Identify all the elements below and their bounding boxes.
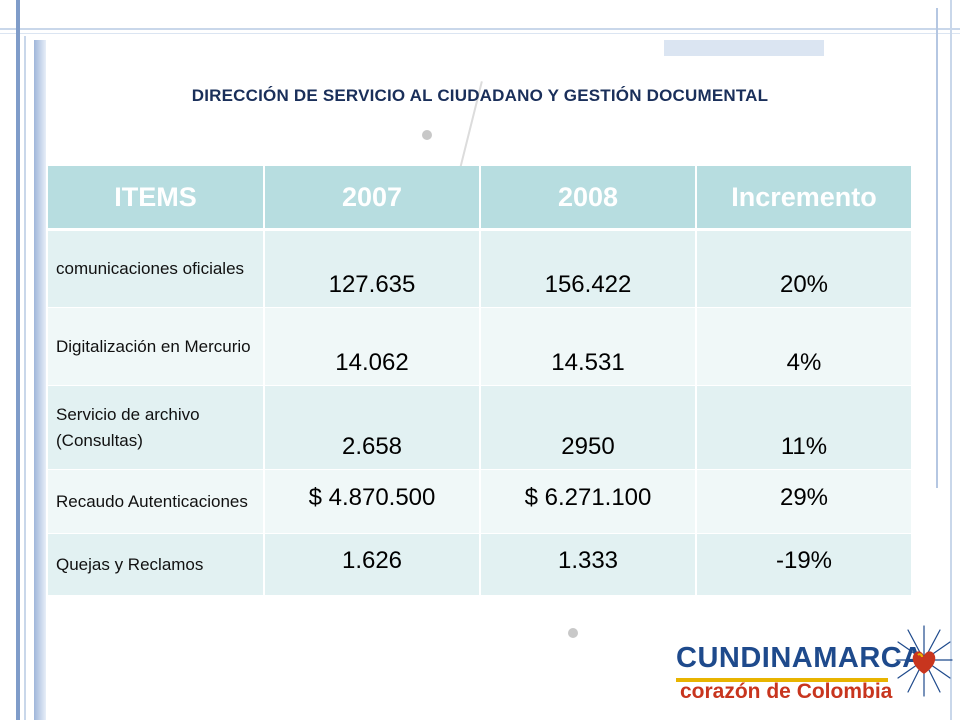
frame-line-left bbox=[16, 0, 20, 720]
cell-2007: 14.062 bbox=[264, 307, 481, 386]
data-table: ITEMS 2007 2008 Incremento comunicacione… bbox=[48, 166, 913, 596]
frame-line-top-secondary bbox=[0, 33, 960, 34]
cell-2007: 1.626 bbox=[264, 533, 481, 596]
cell-increment: -19% bbox=[696, 533, 913, 596]
table-row: Recaudo Autenticaciones $ 4.870.500 $ 6.… bbox=[48, 469, 913, 534]
frame-line-left-secondary bbox=[24, 36, 26, 720]
decorative-dot bbox=[568, 628, 578, 638]
cell-2008: 14.531 bbox=[480, 307, 697, 386]
cundinamarca-logo: CUNDINAMARCA corazón de Colombia bbox=[676, 625, 953, 706]
table-row: Servicio de archivo (Consultas) 2.658 29… bbox=[48, 385, 913, 470]
cell-2007: $ 4.870.500 bbox=[264, 469, 481, 534]
cell-2008: 1.333 bbox=[480, 533, 697, 596]
heart-emblem-icon bbox=[895, 625, 953, 697]
cell-2008: 156.422 bbox=[480, 229, 697, 308]
page-title: DIRECCIÓN DE SERVICIO AL CIUDADANO Y GES… bbox=[191, 86, 769, 105]
logo-wordmark: CUNDINAMARCA bbox=[676, 642, 924, 674]
frame-line-top bbox=[0, 28, 960, 30]
logo-tagline: corazón de Colombia bbox=[680, 680, 893, 703]
cell-2008: $ 6.271.100 bbox=[480, 469, 697, 534]
row-label: Quejas y Reclamos bbox=[48, 533, 265, 596]
table-header-row: ITEMS 2007 2008 Incremento bbox=[48, 166, 913, 231]
cell-increment: 4% bbox=[696, 307, 913, 386]
row-label: comunicaciones oficiales bbox=[48, 229, 265, 308]
row-label: Digitalización en Mercurio bbox=[48, 307, 265, 386]
table-row: Quejas y Reclamos 1.626 1.333 -19% bbox=[48, 533, 913, 596]
cell-increment: 29% bbox=[696, 469, 913, 534]
cell-2007: 2.658 bbox=[264, 385, 481, 470]
column-header-2007: 2007 bbox=[264, 166, 481, 231]
row-label: Servicio de archivo (Consultas) bbox=[48, 385, 265, 470]
column-header-increment: Incremento bbox=[696, 166, 913, 231]
column-header-2008: 2008 bbox=[480, 166, 697, 231]
frame-line-right-secondary bbox=[950, 0, 952, 720]
column-header-items: ITEMS bbox=[48, 166, 265, 231]
frame-top-tab bbox=[664, 40, 824, 56]
logo-underline bbox=[676, 678, 888, 682]
row-label: Recaudo Autenticaciones bbox=[48, 469, 265, 534]
decorative-dot bbox=[422, 130, 432, 140]
frame-line-right bbox=[936, 8, 938, 488]
frame-gradient-bar-left bbox=[34, 40, 46, 720]
table-row: Digitalización en Mercurio 14.062 14.531… bbox=[48, 307, 913, 386]
cell-2007: 127.635 bbox=[264, 229, 481, 308]
table-row: comunicaciones oficiales 127.635 156.422… bbox=[48, 229, 913, 308]
cell-increment: 11% bbox=[696, 385, 913, 470]
cell-increment: 20% bbox=[696, 229, 913, 308]
cell-2008: 2950 bbox=[480, 385, 697, 470]
